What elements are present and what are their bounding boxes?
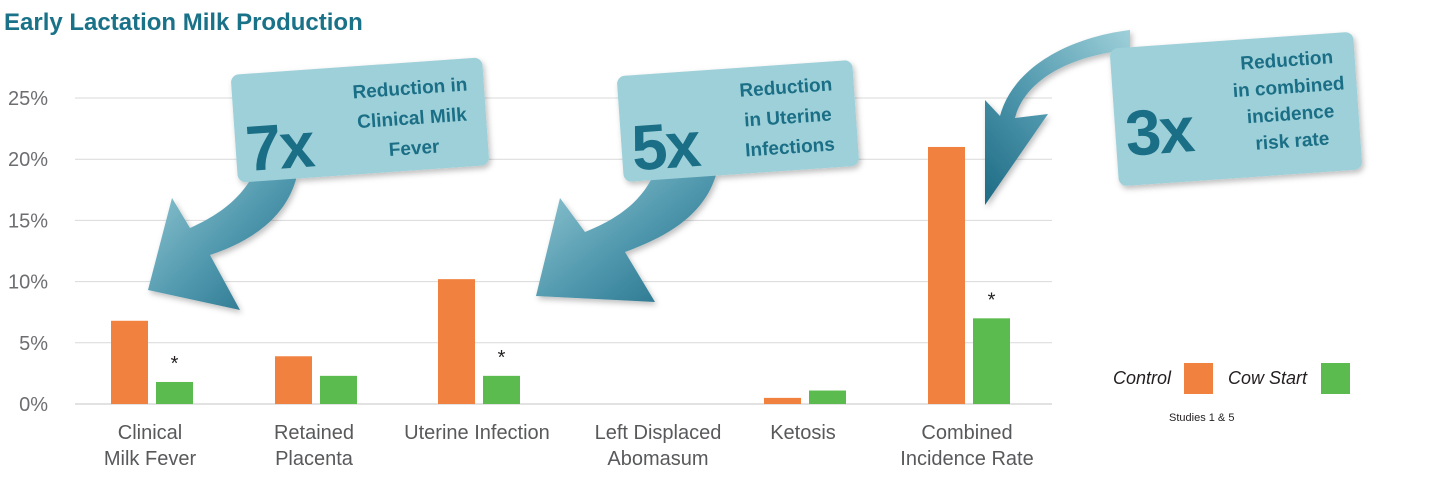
- category-label: Incidence Rate: [900, 448, 1033, 470]
- bar-control: [438, 279, 475, 404]
- legend: Control Cow Start Studies 1 & 5: [1113, 363, 1350, 424]
- bar-control: [928, 146, 965, 404]
- y-tick-label: 15%: [8, 210, 48, 232]
- category-label: Clinical: [118, 422, 182, 444]
- y-tick-label: 10%: [8, 272, 48, 294]
- studies-note: Studies 1 & 5: [1169, 412, 1234, 424]
- chart-title: Early Lactation Milk Production: [4, 9, 363, 36]
- y-tick-label: 20%: [8, 149, 48, 171]
- legend-swatch-control: [1184, 363, 1213, 394]
- y-tick-label: 0%: [19, 394, 48, 416]
- callout-7x-box: [231, 57, 489, 183]
- callout-5x-arrow: [536, 155, 720, 302]
- category-label: Combined: [921, 422, 1012, 444]
- significance-star: *: [498, 347, 506, 369]
- x-axis-labels: Clinical Milk Fever Retained Placenta Uterin…: [104, 422, 1034, 470]
- y-tick-label: 25%: [8, 88, 48, 110]
- callout-7x: [148, 57, 489, 310]
- callout-5x: [536, 60, 859, 302]
- category-label: Uterine Infection: [404, 422, 550, 444]
- bar-control: [764, 397, 801, 404]
- bar-control: [275, 356, 312, 404]
- significance-markers: * * *: [171, 289, 996, 375]
- callout-3x-arrow: [985, 30, 1130, 205]
- callout-5x-box: [617, 60, 859, 182]
- callout-3x-figure: 3x: [1123, 93, 1197, 170]
- callout-3x: [985, 30, 1362, 205]
- bar-cow-start: [156, 381, 193, 404]
- callout-7x-arrow: [148, 150, 300, 310]
- significance-star: *: [988, 289, 996, 311]
- significance-star: *: [171, 353, 179, 375]
- callout-3x-box: [1110, 32, 1362, 186]
- category-label: Placenta: [275, 448, 354, 470]
- bar-cow-start: [483, 375, 520, 404]
- bar-cow-start: [973, 318, 1010, 404]
- bar-control: [111, 320, 148, 404]
- category-label: Abomasum: [607, 448, 708, 470]
- callout-line: risk rate: [1255, 129, 1330, 155]
- category-label: Left Displaced: [595, 422, 722, 444]
- callout-7x-figure: 7x: [243, 108, 317, 185]
- legend-swatch-cow-start: [1321, 363, 1350, 394]
- category-label: Retained: [274, 422, 354, 444]
- bar-cow-start: [809, 390, 846, 404]
- bars: [111, 146, 1010, 404]
- legend-label-cow-start: Cow Start: [1228, 368, 1308, 388]
- category-label: Milk Fever: [104, 448, 197, 470]
- callout-5x-figure: 5x: [629, 108, 703, 185]
- category-label: Ketosis: [770, 422, 836, 444]
- bar-cow-start: [320, 375, 357, 404]
- legend-label-control: Control: [1113, 368, 1172, 388]
- y-tick-label: 5%: [19, 333, 48, 355]
- y-axis-ticks: 0% 5% 10% 15% 20% 25%: [8, 88, 48, 416]
- callout-line: Fever: [388, 137, 441, 162]
